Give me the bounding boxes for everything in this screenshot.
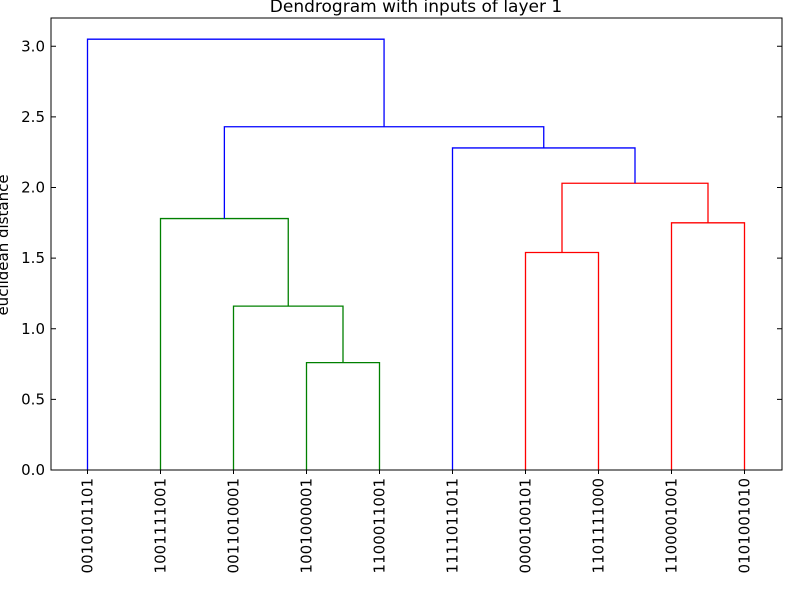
y-tick-label: 3.0 <box>21 37 45 55</box>
y-tick-label: 1.5 <box>21 249 45 267</box>
leaf-labels: 0010101101 1001111001 0011010001 1001000001… <box>79 470 754 573</box>
leaf-label: 1100011001 <box>371 478 389 573</box>
y-tick-label: 0.0 <box>21 461 45 479</box>
leaf-label: 1001000001 <box>298 478 316 573</box>
dendrogram-link <box>524 251 600 470</box>
chart-title: Dendrogram with inputs of layer 1 <box>270 0 562 17</box>
y-tick-label: 2.0 <box>21 179 45 197</box>
leaf-label: 0000100101 <box>517 478 535 573</box>
dendrogram-link <box>159 217 289 470</box>
leaf-label: 1111011011 <box>444 478 462 573</box>
leaf-label: 0011010001 <box>225 478 243 573</box>
leaf-label: 0101001010 <box>736 478 754 573</box>
dendrogram-link <box>86 38 385 470</box>
plot-frame <box>50 17 783 471</box>
dendrogram-links <box>86 38 746 470</box>
y-axis-label: euclidean distance <box>0 174 12 315</box>
leaf-label: 1100001001 <box>663 478 681 573</box>
y-tick-label: 0.5 <box>21 390 45 408</box>
y-tick-label: 1.0 <box>21 320 45 338</box>
leaf-label: 1001111001 <box>152 478 170 573</box>
dendrogram-link <box>561 182 709 253</box>
leaf-label: 0010101101 <box>79 478 97 573</box>
leaf-label: 1101111000 <box>590 478 608 573</box>
dendrogram-link <box>223 126 545 219</box>
y-axis-ticks: 0.0 0.5 1.0 1.5 2.0 2.5 3.0 <box>21 37 782 479</box>
dendrogram-link <box>670 222 746 470</box>
dendrogram-link <box>451 147 636 470</box>
dendrogram-link <box>305 362 381 470</box>
dendrogram-link <box>232 305 344 470</box>
y-tick-label: 2.5 <box>21 108 45 126</box>
